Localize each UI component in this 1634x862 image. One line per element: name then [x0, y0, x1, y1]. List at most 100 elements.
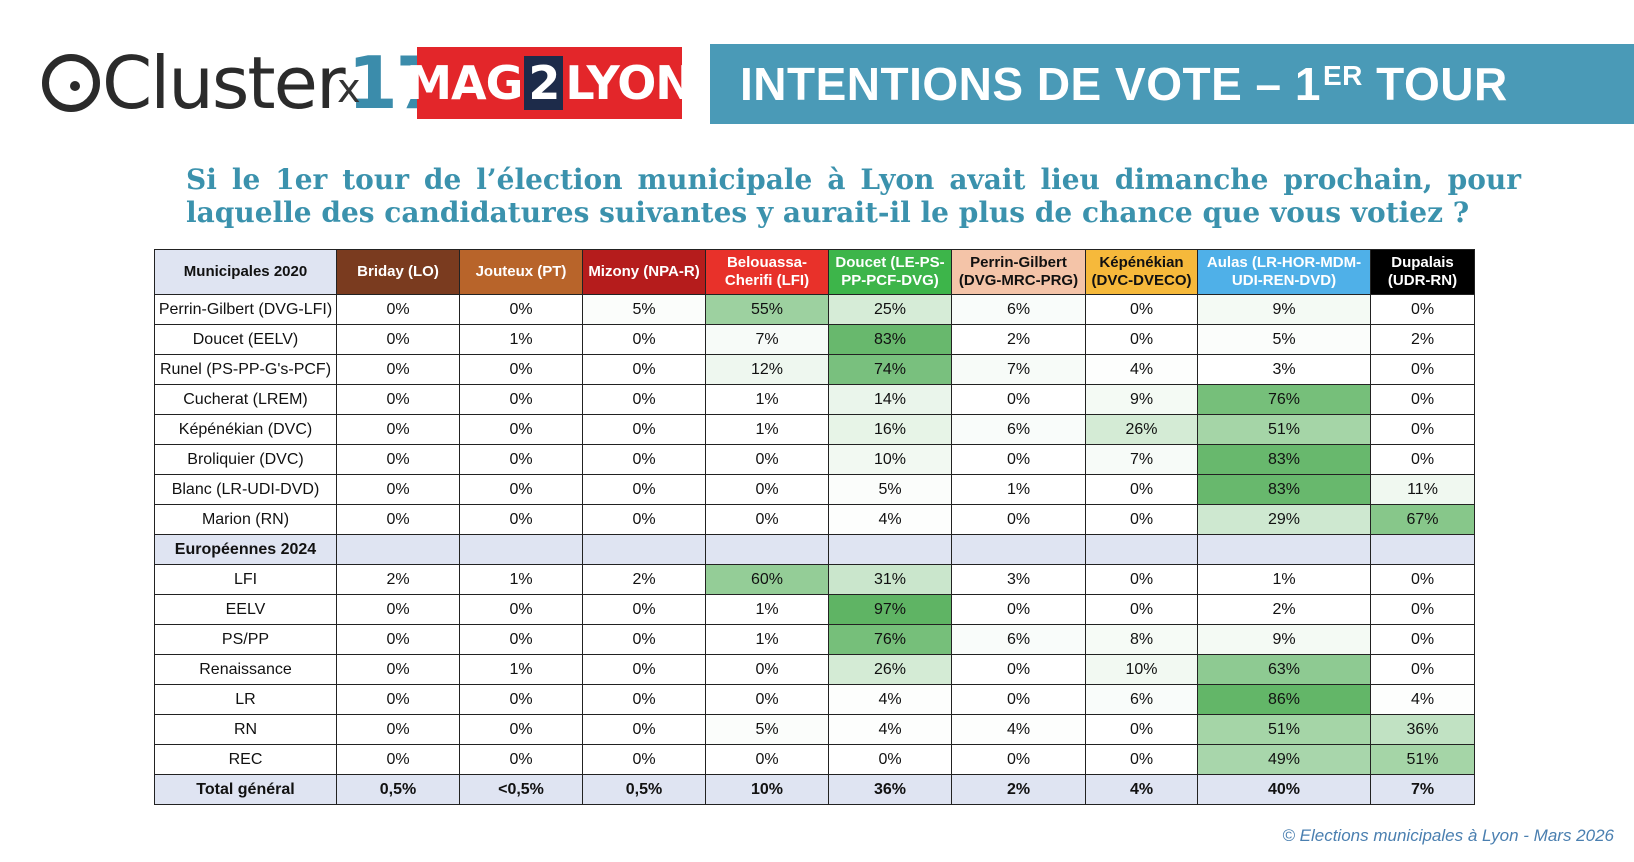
column-header-7: Aulas (LR-HOR-MDM-UDI-REN-DVD)	[1197, 249, 1371, 295]
cell-r2024-1-2: 0%	[582, 594, 706, 625]
cell-r2020-6-8: 11%	[1370, 474, 1475, 505]
cell-r2024-2-1: 0%	[459, 624, 583, 655]
cell-r2024-6-5: 0%	[951, 744, 1086, 775]
cell-r2024-6-1: 0%	[459, 744, 583, 775]
table-header-row: Municipales 2020 Briday (LO) Jouteux (PT) M…	[154, 249, 1475, 295]
section-row-europeennes: Européennes 2024	[154, 534, 1475, 565]
cell-r2024-5-2: 0%	[582, 714, 706, 745]
section-empty-cell	[582, 534, 706, 565]
cell-r2020-7-5: 0%	[951, 504, 1086, 535]
cell-r2020-5-1: 0%	[459, 444, 583, 475]
row-label: PS/PP	[154, 624, 337, 655]
table-row: Doucet (EELV) 0% 1% 0% 7% 83% 2% 0% 5% 2%	[154, 324, 1475, 355]
column-header-4: Doucet (LE-PS-PP-PCF-DVG)	[828, 249, 952, 295]
cell-r2020-1-4: 83%	[828, 324, 952, 355]
cell-r2020-6-3: 0%	[705, 474, 829, 505]
row-label: REC	[154, 744, 337, 775]
row-label: Cucherat (LREM)	[154, 384, 337, 415]
cell-total-0-5: 2%	[951, 774, 1086, 805]
column-header-2: Mizony (NPA-R)	[582, 249, 706, 295]
table-row: Képénékian (DVC) 0% 0% 0% 1% 16% 6% 26% 51% 0%	[154, 414, 1475, 445]
section-empty-cell	[951, 534, 1086, 565]
cell-r2024-0-7: 1%	[1197, 564, 1371, 595]
cell-r2020-7-6: 0%	[1085, 504, 1198, 535]
cell-r2024-5-4: 4%	[828, 714, 952, 745]
cell-r2024-0-1: 1%	[459, 564, 583, 595]
row-label: Broliquier (DVC)	[154, 444, 337, 475]
cell-total-0-4: 36%	[828, 774, 952, 805]
cell-r2024-2-8: 0%	[1370, 624, 1475, 655]
cell-r2024-3-3: 0%	[705, 654, 829, 685]
source-credit: © Elections municipales à Lyon - Mars 20…	[1282, 826, 1614, 845]
row-label: Perrin-Gilbert (DVG-LFI)	[154, 294, 337, 325]
cell-r2024-2-6: 8%	[1085, 624, 1198, 655]
cell-r2020-1-7: 5%	[1197, 324, 1371, 355]
table-row: Cucherat (LREM) 0% 0% 0% 1% 14% 0% 9% 76% 0%	[154, 384, 1475, 415]
mag-logo-part3: LYON	[565, 56, 693, 110]
cell-r2024-4-2: 0%	[582, 684, 706, 715]
cell-r2020-1-1: 1%	[459, 324, 583, 355]
cell-r2024-0-0: 2%	[336, 564, 460, 595]
cell-r2024-6-6: 0%	[1085, 744, 1198, 775]
cell-r2024-6-4: 0%	[828, 744, 952, 775]
cell-r2020-3-2: 0%	[582, 384, 706, 415]
banner-title: INTENTIONS DE VOTE – 1	[740, 58, 1321, 110]
row-label: Renaissance	[154, 654, 337, 685]
cell-r2024-4-1: 0%	[459, 684, 583, 715]
cell-r2020-5-6: 7%	[1085, 444, 1198, 475]
cell-r2024-2-3: 1%	[705, 624, 829, 655]
table-row: REC 0% 0% 0% 0% 0% 0% 0% 49% 51%	[154, 744, 1475, 775]
title-banner: INTENTIONS DE VOTE – 1 ER TOUR	[710, 44, 1634, 124]
section-label: Européennes 2024	[154, 534, 337, 565]
section-empty-cell	[1197, 534, 1371, 565]
column-header-0: Briday (LO)	[336, 249, 460, 295]
cell-r2024-3-0: 0%	[336, 654, 460, 685]
cluster17-logo: Cluster 17	[42, 38, 446, 128]
cell-r2020-5-8: 0%	[1370, 444, 1475, 475]
cell-r2020-2-1: 0%	[459, 354, 583, 385]
cell-r2020-5-3: 0%	[705, 444, 829, 475]
row-label: RN	[154, 714, 337, 745]
cell-r2024-2-7: 9%	[1197, 624, 1371, 655]
cell-r2020-7-7: 29%	[1197, 504, 1371, 535]
cell-r2024-5-6: 0%	[1085, 714, 1198, 745]
cell-r2020-1-5: 2%	[951, 324, 1086, 355]
section-empty-cell	[1085, 534, 1198, 565]
cell-r2020-7-0: 0%	[336, 504, 460, 535]
cell-total-0-8: 7%	[1370, 774, 1475, 805]
cell-r2024-1-7: 2%	[1197, 594, 1371, 625]
header-corner-label: Municipales 2020	[154, 249, 337, 295]
mag2lyon-logo: MAG 2 LYON	[406, 47, 694, 119]
column-header-3: Belouassa-Cherifi (LFI)	[705, 249, 829, 295]
cell-r2024-3-5: 0%	[951, 654, 1086, 685]
cell-r2024-0-3: 60%	[705, 564, 829, 595]
banner-sup: ER	[1323, 60, 1363, 91]
mag-logo-part1: MAG	[406, 56, 523, 110]
cell-r2024-0-6: 0%	[1085, 564, 1198, 595]
cell-r2024-6-7: 49%	[1197, 744, 1371, 775]
cell-r2024-1-3: 1%	[705, 594, 829, 625]
cell-r2020-6-4: 5%	[828, 474, 952, 505]
cell-r2020-4-2: 0%	[582, 414, 706, 445]
cell-r2020-4-0: 0%	[336, 414, 460, 445]
cell-r2020-4-4: 16%	[828, 414, 952, 445]
table-row: Runel (PS-PP-G's-PCF) 0% 0% 0% 12% 74% 7% 4% 3% 0…	[154, 354, 1475, 385]
cell-r2020-6-2: 0%	[582, 474, 706, 505]
cell-total-0-2: 0,5%	[582, 774, 706, 805]
cell-total-0-0: 0,5%	[336, 774, 460, 805]
vote-intention-table: Municipales 2020 Briday (LO) Jouteux (PT) M…	[154, 249, 1475, 805]
cell-r2020-5-7: 83%	[1197, 444, 1371, 475]
table-row: RN 0% 0% 0% 5% 4% 4% 0% 51% 36%	[154, 714, 1475, 745]
cell-r2020-0-6: 0%	[1085, 294, 1198, 325]
row-label: Total général	[154, 774, 337, 805]
cell-r2024-3-4: 26%	[828, 654, 952, 685]
cell-r2020-3-5: 0%	[951, 384, 1086, 415]
cell-r2020-6-6: 0%	[1085, 474, 1198, 505]
cell-r2020-5-2: 0%	[582, 444, 706, 475]
cell-r2024-0-5: 3%	[951, 564, 1086, 595]
cell-r2020-3-7: 76%	[1197, 384, 1371, 415]
cell-r2020-3-3: 1%	[705, 384, 829, 415]
cell-r2020-5-0: 0%	[336, 444, 460, 475]
cell-r2020-4-5: 6%	[951, 414, 1086, 445]
cell-r2020-0-8: 0%	[1370, 294, 1475, 325]
